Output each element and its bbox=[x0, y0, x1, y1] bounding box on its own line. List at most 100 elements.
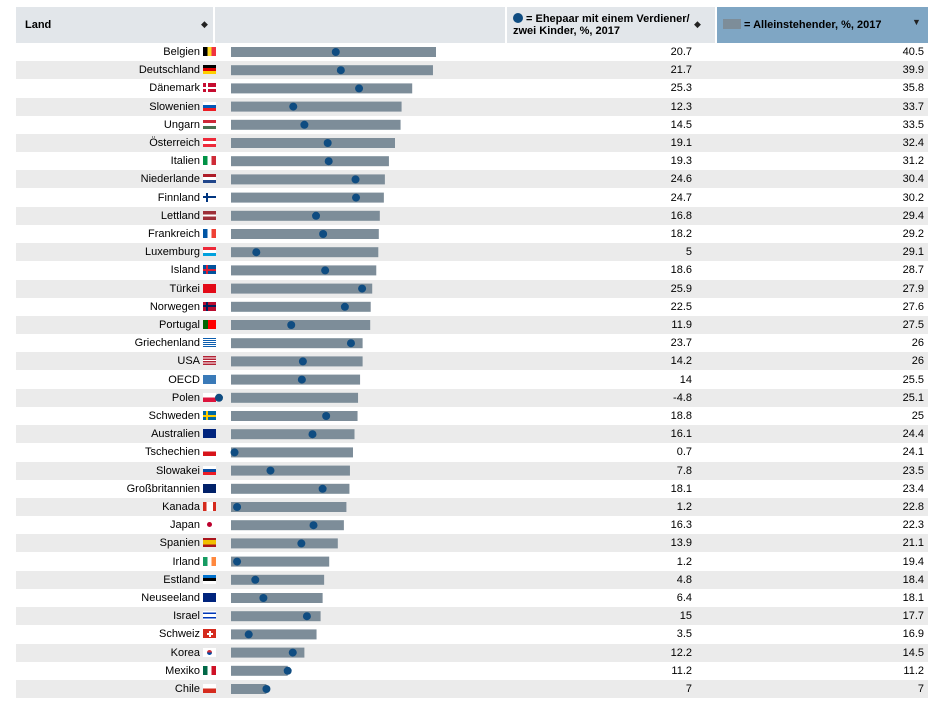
married-value: 19.1 bbox=[670, 137, 692, 149]
single-value: 25.5 bbox=[902, 373, 924, 386]
married-value: 18.2 bbox=[670, 228, 692, 240]
country-name: Schweiz bbox=[159, 628, 200, 641]
table-row: Norwegen 22.5 27.6 bbox=[16, 298, 928, 316]
country-name: Estland bbox=[163, 573, 200, 586]
column-header-single[interactable]: = Alleinstehender, %, 2017 ▼ bbox=[717, 7, 928, 43]
table-row: Estland 4.8 18.4 bbox=[16, 570, 928, 589]
single-value: 26 bbox=[911, 355, 924, 368]
country-name: Italien bbox=[170, 155, 200, 168]
country-name: Türkei bbox=[169, 282, 200, 295]
single-value: 27.6 bbox=[902, 300, 924, 313]
flag-ee-icon bbox=[203, 574, 216, 584]
flag-au-icon bbox=[203, 429, 216, 439]
column-header-single-label: = Alleinstehender, %, 2017 bbox=[723, 19, 881, 31]
sort-down-icon[interactable]: ▼ bbox=[912, 17, 921, 27]
flag-si-icon bbox=[203, 101, 216, 111]
married-value: 14.2 bbox=[670, 355, 692, 368]
table-row: Griechenland 23.7 26 bbox=[16, 334, 928, 352]
single-value: 39.9 bbox=[902, 64, 924, 77]
flag-il-icon bbox=[203, 611, 216, 621]
table-row: Irland 1.2 19.4 bbox=[16, 553, 928, 571]
single-value: 23.5 bbox=[902, 464, 924, 477]
married-value: 12.3 bbox=[670, 100, 692, 113]
married-value: 16.3 bbox=[670, 519, 692, 532]
married-value: 14 bbox=[679, 373, 692, 386]
single-value: 19.4 bbox=[902, 555, 924, 568]
table-row: Spanien 13.9 21.1 bbox=[16, 534, 928, 553]
flag-nz-icon bbox=[203, 593, 216, 602]
table-row: Mexiko 11.2 11.2 bbox=[16, 662, 928, 680]
country-name: USA bbox=[177, 355, 200, 368]
flag-it-icon bbox=[203, 156, 216, 166]
single-value: 22.8 bbox=[902, 501, 924, 513]
married-value: 11.2 bbox=[671, 664, 692, 677]
country-name: Island bbox=[170, 264, 200, 277]
single-value: 18.1 bbox=[902, 592, 924, 604]
flag-ie-icon bbox=[203, 556, 216, 566]
married-value: 19.3 bbox=[670, 155, 692, 168]
married-value: 20.7 bbox=[670, 46, 692, 58]
sort-updown-icon[interactable]: ◆ bbox=[201, 19, 208, 29]
married-value: 16.1 bbox=[670, 428, 692, 441]
column-header-married[interactable]: = Ehepaar mit einem Verdiener/zwei Kinde… bbox=[507, 7, 715, 43]
table-row: Portugal 11.9 27.5 bbox=[16, 316, 928, 334]
table-row: Lettland 16.8 29.4 bbox=[16, 206, 928, 225]
single-value: 28.7 bbox=[902, 264, 924, 277]
country-name: Kanada bbox=[162, 501, 200, 513]
married-value: 15 bbox=[679, 610, 692, 623]
table-row: Slowenien 12.3 33.7 bbox=[16, 97, 928, 116]
table-row: Japan 16.3 22.3 bbox=[16, 516, 928, 534]
table-row: USA 14.2 26 bbox=[16, 352, 928, 371]
single-value: 18.4 bbox=[902, 573, 924, 586]
flag-gb-icon bbox=[203, 483, 216, 493]
table-row: Chile 7 7 bbox=[16, 680, 928, 698]
single-value: 33.7 bbox=[902, 100, 924, 113]
country-name: Dänemark bbox=[149, 82, 200, 95]
country-name: Lettland bbox=[160, 209, 200, 222]
table-row: Neuseeland 6.4 18.1 bbox=[16, 589, 928, 607]
country-name: Frankreich bbox=[148, 228, 200, 240]
married-label-line1: = Ehepaar mit einem Verdiener/ bbox=[526, 13, 690, 25]
table-row: Belgien 20.7 40.5 bbox=[16, 43, 928, 61]
single-value: 40.5 bbox=[902, 46, 924, 58]
column-header-country[interactable]: Land ◆ bbox=[16, 7, 213, 43]
table-row: Finnland 24.7 30.2 bbox=[16, 189, 928, 207]
flag-pt-icon bbox=[203, 320, 216, 329]
column-header-married-label: = Ehepaar mit einem Verdiener/zwei Kinde… bbox=[513, 13, 693, 37]
country-name: Mexiko bbox=[165, 664, 200, 677]
married-value: 18.6 bbox=[670, 264, 692, 277]
country-name: OECD bbox=[168, 373, 200, 386]
married-value: 7.8 bbox=[676, 464, 692, 477]
flag-at-icon bbox=[203, 138, 216, 147]
single-value: 30.2 bbox=[902, 191, 924, 204]
married-value: 1.2 bbox=[676, 555, 692, 568]
flag-hu-icon bbox=[203, 119, 216, 129]
country-name: Portugal bbox=[159, 319, 200, 331]
flag-dk-icon bbox=[203, 83, 216, 93]
married-value: 3.5 bbox=[676, 628, 692, 641]
table-row: OECD 14 25.5 bbox=[16, 371, 928, 389]
country-name: Slowenien bbox=[149, 100, 200, 113]
flag-pl-icon bbox=[203, 392, 216, 402]
table-row: Kanada 1.2 22.8 bbox=[16, 498, 928, 516]
country-name: Griechenland bbox=[134, 337, 200, 350]
table-row: Türkei 25.9 27.9 bbox=[16, 279, 928, 298]
country-name: Chile bbox=[174, 683, 200, 695]
column-header-chart bbox=[215, 7, 505, 43]
married-value: 5 bbox=[685, 246, 692, 259]
married-value: 7 bbox=[685, 683, 692, 695]
flag-jp-icon bbox=[203, 520, 216, 530]
married-value: 25.9 bbox=[670, 282, 692, 295]
flag-be-icon bbox=[203, 47, 216, 56]
country-name: Belgien bbox=[163, 46, 200, 58]
single-value: 23.4 bbox=[902, 482, 924, 495]
married-value: 14.5 bbox=[670, 118, 692, 131]
married-value: 18.8 bbox=[670, 410, 692, 422]
sort-updown-icon[interactable]: ◆ bbox=[694, 19, 701, 29]
married-value: 4.8 bbox=[676, 573, 692, 586]
country-name: Spanien bbox=[159, 537, 200, 550]
country-name: Niederlande bbox=[140, 173, 200, 186]
flag-oecd-icon bbox=[203, 374, 216, 384]
flag-nl-icon bbox=[203, 174, 216, 184]
married-value: 6.4 bbox=[676, 592, 692, 604]
